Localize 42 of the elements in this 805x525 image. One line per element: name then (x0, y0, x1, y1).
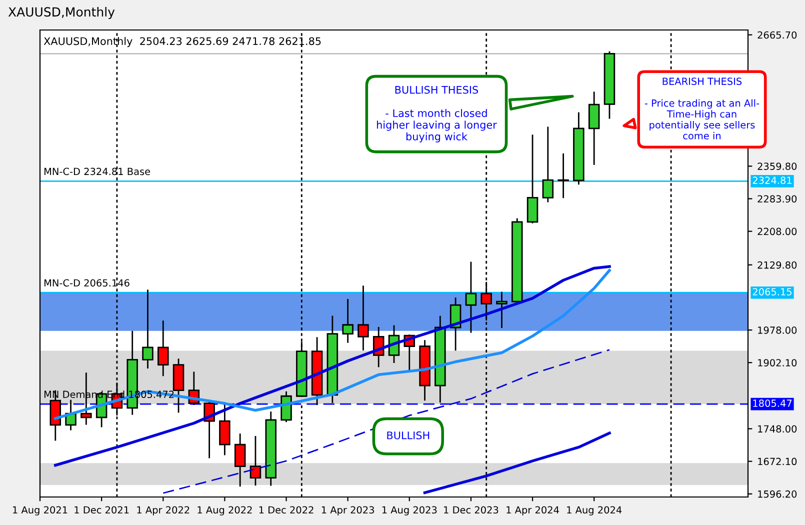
candlestick (219, 402, 230, 456)
x-tick-label: 1 Aug 2023 (382, 506, 437, 516)
candlestick (158, 320, 169, 376)
text: XAUUSD,Monthly 2504.23 2625.69 2471.78 2621.85 (44, 37, 321, 48)
text: BEARISH THESIS - Price trading at an All- Time-High can potentially see sellers come in (644, 78, 760, 140)
y-tick-label: 1748.00 (758, 425, 797, 433)
candlestick (234, 434, 246, 487)
candlestick (558, 153, 569, 198)
candlestick (342, 298, 354, 343)
x-tick-label: 1 Aug 2021 (13, 506, 68, 516)
ref-line-label: MN-C-D 2324.81 Base (44, 168, 150, 176)
y-tick-label: 1978.00 (758, 326, 797, 334)
x-tick-label: 1 Dec 2021 (74, 506, 129, 514)
x-tick-label: 1 Dec 2023 (444, 506, 498, 514)
x-tick-label: 1 Apr 2024 (506, 506, 559, 516)
annotation: 1805.47 (753, 400, 792, 407)
y-tick-label: 2665.70 (758, 31, 797, 39)
candlestick (588, 92, 600, 165)
annotation: 2065.15 (752, 288, 792, 296)
text: BULLISH THESIS - Last month closed higher leaving a longer buying wick (377, 86, 497, 142)
ref-line-label: MN-C-D 2065.146 (44, 279, 130, 287)
candlestick (465, 262, 477, 333)
annotation: BULLISH (387, 431, 430, 440)
x-tick-label: 1 Aug 2024 (567, 506, 622, 516)
y-tick-label: 1902.10 (758, 359, 797, 366)
annotation: 2324.81 (752, 176, 792, 184)
x-tick-label: 1 Aug 2022 (198, 506, 252, 516)
x-tick-label: 1 Apr 2022 (137, 506, 190, 516)
y-tick-label: 2283.90 (758, 195, 797, 203)
y-tick-label: 1672.10 (758, 458, 797, 466)
y-tick-label: 2129.80 (758, 261, 797, 269)
x-tick-label: 1 Dec 2022 (259, 506, 314, 514)
candlestick (358, 286, 369, 350)
y-tick-label: 1596.20 (758, 490, 797, 498)
candlestick (142, 290, 154, 368)
chart-title: XAUUSD,Monthly (8, 6, 115, 20)
y-tick-label: 2208.00 (758, 228, 797, 236)
candlestick (250, 436, 262, 486)
candlestick (496, 292, 508, 328)
y-tick-label: 2359.80 (758, 162, 797, 170)
candlestick (542, 126, 554, 202)
x-tick-label: 1 Apr 2023 (322, 506, 374, 516)
